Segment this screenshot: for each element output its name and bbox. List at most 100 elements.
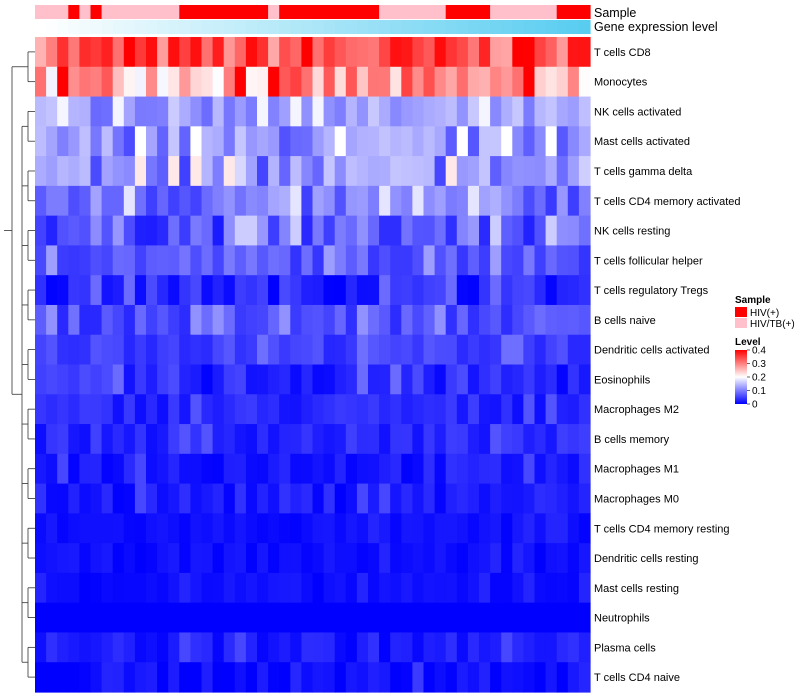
- sample-annotation-cell: [79, 5, 92, 19]
- heatmap-cell: [545, 572, 558, 604]
- heatmap-cell: [245, 662, 258, 693]
- gene-expression-annotation-cell: [368, 20, 380, 34]
- heatmap-cell: [356, 394, 369, 425]
- heatmap-cell: [179, 662, 191, 693]
- heatmap-cell: [545, 156, 558, 187]
- heatmap-cell: [456, 394, 469, 425]
- heatmap-cell: [390, 394, 402, 425]
- heatmap-cell: [401, 334, 413, 366]
- heatmap-cell: [356, 543, 369, 574]
- heatmap-cell: [279, 66, 291, 98]
- heatmap-cell: [123, 304, 136, 336]
- heatmap-cell: [257, 245, 269, 276]
- heatmap-cell: [356, 632, 369, 663]
- heatmap-cell: [423, 483, 436, 514]
- heatmap-cell: [201, 632, 214, 663]
- heatmap-cell: [578, 215, 591, 247]
- heatmap-cell: [434, 424, 447, 455]
- heatmap-cell: [556, 513, 569, 544]
- heatmap-cell: [46, 156, 58, 187]
- heatmap-cell: [223, 602, 236, 634]
- row-label: Neutrophils: [594, 613, 650, 625]
- heatmap-cell: [79, 185, 92, 217]
- heatmap-cell: [401, 304, 413, 336]
- heatmap-cell: [545, 126, 558, 157]
- gene-expression-annotation-cell: [379, 20, 391, 34]
- heatmap-cell: [323, 334, 336, 366]
- heatmap-cell: [179, 66, 191, 98]
- heatmap-cell: [401, 66, 413, 98]
- heatmap-cell: [523, 66, 536, 98]
- heatmap-cell: [157, 394, 169, 425]
- heatmap-cell: [445, 37, 458, 68]
- heatmap-cell: [467, 245, 480, 276]
- row-labels: T cells CD8 Monocytes NK cells activated Ma…: [594, 47, 741, 684]
- heatmap-cell: [323, 483, 336, 514]
- heatmap-cell: [79, 543, 92, 574]
- heatmap-cell: [567, 543, 580, 574]
- heatmap-cell: [90, 662, 103, 693]
- row-label: Monocytes: [594, 77, 648, 89]
- heatmap-cell: [57, 156, 69, 187]
- heatmap-cell: [112, 37, 125, 68]
- heatmap-cell: [445, 215, 458, 247]
- heatmap-cell: [212, 215, 225, 247]
- heatmap-cell: [46, 632, 58, 663]
- sample-annotation-cell: [245, 5, 258, 19]
- heatmap-cell: [168, 632, 180, 663]
- heatmap-cell: [578, 156, 591, 187]
- heatmap-cell: [90, 424, 103, 455]
- heatmap-cell: [556, 156, 569, 187]
- heatmap-cell: [467, 424, 480, 455]
- heatmap-cell: [345, 394, 358, 425]
- gene-expression-annotation-cell: [490, 20, 502, 34]
- heatmap-cell: [90, 245, 103, 276]
- heatmap-cell: [534, 394, 547, 425]
- heatmap-cell: [46, 602, 58, 634]
- heatmap-cell: [223, 483, 236, 514]
- heatmap-cell: [112, 632, 125, 663]
- heatmap-cell: [356, 334, 369, 366]
- heatmap-cell: [168, 156, 180, 187]
- heatmap-cell: [545, 66, 558, 98]
- heatmap-cell: [567, 126, 580, 157]
- heatmap-cell: [445, 66, 458, 98]
- heatmap-cell: [379, 334, 391, 366]
- heatmap-cell: [179, 632, 191, 663]
- heatmap-cell: [279, 185, 291, 217]
- heatmap-cell: [390, 572, 402, 604]
- heatmap-cell: [301, 156, 314, 187]
- heatmap-cell: [390, 275, 402, 306]
- heatmap-cell: [157, 245, 169, 276]
- heatmap-cell: [35, 572, 47, 604]
- heatmap-cell: [523, 394, 536, 425]
- annotation-label-gene-expression: Gene expression level: [594, 20, 718, 34]
- heatmap-cell: [578, 334, 591, 366]
- heatmap-cell: [157, 543, 169, 574]
- heatmap-cell: [301, 215, 314, 247]
- heatmap-cell: [390, 602, 402, 634]
- heatmap-cell: [567, 483, 580, 514]
- heatmap-cell: [134, 185, 147, 217]
- heatmap-cell: [467, 37, 480, 68]
- heatmap-cell: [456, 185, 469, 217]
- heatmap-cell: [467, 364, 480, 395]
- heatmap-cell: [556, 602, 569, 634]
- heatmap-cell: [146, 572, 158, 604]
- heatmap-cell: [134, 275, 147, 306]
- heatmap-cell: [190, 394, 203, 425]
- heatmap-cell: [190, 37, 203, 68]
- heatmap-cell: [434, 364, 447, 395]
- gene-expression-annotation-cell: [345, 20, 358, 34]
- sample-annotation-cell: [379, 5, 391, 19]
- row-label: Macrophages M0: [594, 493, 679, 505]
- heatmap-cell: [146, 215, 158, 247]
- heatmap-cell: [257, 156, 269, 187]
- heatmap-cell: [456, 66, 469, 98]
- heatmap-cell: [423, 304, 436, 336]
- heatmap-cell: [123, 156, 136, 187]
- heatmap-cell: [368, 156, 380, 187]
- heatmap-cell: [157, 483, 169, 514]
- heatmap-cell: [301, 37, 314, 68]
- heatmap-cell: [556, 632, 569, 663]
